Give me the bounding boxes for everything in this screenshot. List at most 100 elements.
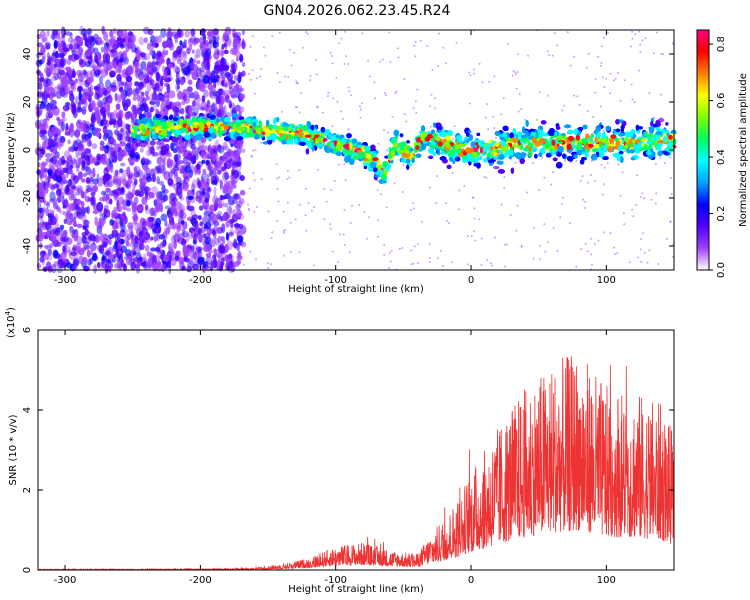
noise-blob [68,202,75,212]
noise-blob [54,229,60,236]
noise-blob [176,78,181,86]
noise-blob [45,101,50,110]
noise-blob [120,90,125,100]
noise-blob [200,75,204,82]
noise-blob [196,60,201,65]
noise-blob [236,160,242,166]
noise-blob [207,146,215,156]
noise-blob [45,230,50,239]
noise-blob [47,248,52,256]
noise-blob [80,200,85,209]
noise-blob [41,37,46,43]
noise-blob [198,261,205,271]
noise-blob [120,212,125,223]
noise-blob [198,233,203,243]
noise-blob [207,83,214,91]
noise-blob [173,154,179,162]
noise-blob [103,46,109,55]
noise-blob [134,166,138,174]
noise-blob [222,141,228,150]
noise-blob [124,236,130,244]
noise-blob [228,231,234,237]
noise-blob [191,179,198,189]
noise-blob [60,236,67,242]
noise-blob [225,258,231,266]
noise-blob [102,97,108,105]
noise-blob [202,74,210,84]
noise-blob [93,47,99,55]
noise-blob [56,188,62,197]
noise-blob [217,170,222,175]
noise-blob [197,169,201,175]
noise-blob [39,102,47,110]
noise-blob [170,205,177,214]
noise-blob [92,252,98,261]
noise-blob [190,230,196,239]
noise-blob [225,35,232,45]
noise-blob [126,242,133,247]
noise-blob [220,236,225,242]
noise-blob [117,68,122,74]
noise-blob [48,138,55,148]
noise-blob [125,207,132,212]
noise-blob [100,261,108,269]
noise-blob [46,202,51,208]
noise-blob [192,100,197,107]
noise-blob [207,145,212,153]
noise-blob [126,179,134,184]
noise-blob [111,209,117,219]
noise-blob [121,81,127,86]
noise-blob [46,52,50,60]
noise-blob [116,222,123,229]
noise-blob [75,120,81,129]
noise-blob [71,184,77,190]
noise-blob [43,36,48,43]
noise-blob [109,147,115,152]
noise-blob [149,49,155,56]
noise-blob [180,220,185,225]
noise-blob [117,254,122,260]
noise-blob [156,176,160,185]
noise-blob [157,88,162,96]
noise-blob [211,103,216,112]
noise-blob [106,172,111,182]
noise-blob [67,139,71,145]
noise-blob [88,168,93,174]
noise-blob [116,73,122,82]
noise-blob [141,196,148,205]
noise-blob [63,104,67,111]
noise-blob [104,102,110,112]
noise-blob [113,194,118,200]
noise-blob [120,258,125,268]
noise-blob [198,196,202,204]
noise-blob [153,261,158,266]
noise-blob [91,157,97,163]
noise-blob [144,105,150,113]
noise-blob [122,50,128,60]
noise-blob [114,218,121,224]
noise-blob [72,219,77,227]
noise-blob [109,70,116,78]
noise-blob [65,123,69,131]
noise-blob [48,80,54,88]
noise-blob [142,260,148,269]
noise-blob [175,250,181,257]
noise-blob [237,40,242,48]
noise-blob [38,204,42,214]
noise-blob [92,65,98,72]
noise-blob [220,257,225,267]
noise-blob [235,150,240,160]
noise-blob [153,235,158,242]
noise-blob [56,167,61,176]
noise-blob [69,226,74,231]
noise-blob [100,46,105,53]
noise-blob [159,58,166,64]
noise-blob [146,83,152,93]
noise-blob [207,213,212,223]
noise-blob [96,114,101,125]
noise-blob [82,108,87,114]
noise-blob [88,93,92,103]
noise-blob [176,55,182,63]
noise-blob [240,40,247,50]
spectrogram-image [35,25,677,275]
